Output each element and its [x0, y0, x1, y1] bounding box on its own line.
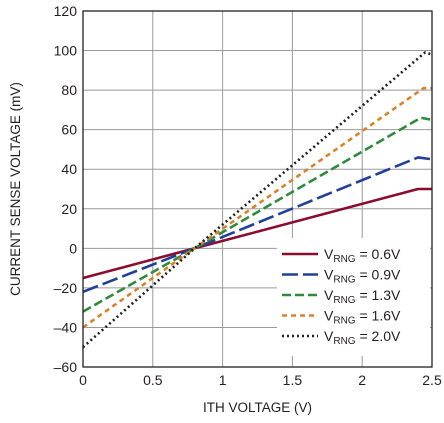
x-tick-label: 2.5	[422, 372, 442, 388]
legend-label-main: V	[324, 267, 334, 283]
legend-label-value: = 2.0V	[356, 328, 401, 344]
y-tick-label: 40	[61, 161, 77, 177]
x-tick-label: 1.5	[283, 372, 303, 388]
legend-label: VRNG = 1.6V	[324, 308, 401, 327]
series-line	[82, 156, 433, 294]
x-tick-label: 2	[358, 372, 366, 388]
series-line	[82, 187, 432, 280]
y-tick-label: 80	[61, 82, 77, 98]
legend-label-subscript: RNG	[333, 336, 355, 347]
y-tick-label: 20	[61, 201, 77, 217]
legend-label: VRNG = 0.9V	[324, 267, 401, 286]
legend-label-main: V	[324, 246, 334, 262]
x-tick-label: 1	[219, 372, 227, 388]
y-tick-label: –20	[54, 280, 78, 296]
legend-label-subscript: RNG	[333, 316, 355, 327]
x-axis-label: ITH VOLTAGE (V)	[203, 400, 312, 415]
y-tick-label: 100	[54, 43, 78, 59]
legend-label-value: = 0.6V	[356, 246, 401, 262]
legend-label-subscript: RNG	[333, 275, 355, 286]
legend-label-main: V	[324, 308, 334, 324]
legend-label-value: = 1.6V	[356, 308, 401, 324]
y-tick-label: –60	[54, 359, 78, 375]
legend-label-subscript: RNG	[333, 295, 355, 306]
series-line	[82, 51, 433, 349]
legend-label-value: = 0.9V	[356, 267, 401, 283]
y-tick-label: 60	[61, 122, 77, 138]
legend-label-subscript: RNG	[333, 254, 355, 265]
y-tick-label: 0	[69, 240, 77, 256]
y-axis-label: CURRENT SENSE VOLTAGE (mV)	[8, 82, 23, 296]
y-tick-labels: –60 –40 –20 0 20 40 60 80 100 120	[54, 3, 78, 375]
series-line	[82, 116, 433, 313]
legend-label: VRNG = 0.6V	[324, 246, 401, 265]
legend-label-main: V	[324, 328, 334, 344]
legend-label: VRNG = 2.0V	[324, 328, 401, 347]
grid	[83, 11, 432, 367]
x-tick-labels: 0 0.5 1 1.5 2 2.5	[79, 372, 442, 388]
legend-label-value: = 1.3V	[356, 287, 401, 303]
legend-label: VRNG = 1.3V	[324, 287, 401, 306]
plot-frame	[82, 10, 433, 368]
y-tick-label: 120	[54, 3, 78, 19]
x-tick-label: 0	[79, 372, 87, 388]
y-tick-label: –40	[54, 319, 78, 335]
series-lines	[82, 51, 433, 349]
legend-label-main: V	[324, 287, 334, 303]
x-tick-label: 0.5	[143, 372, 163, 388]
